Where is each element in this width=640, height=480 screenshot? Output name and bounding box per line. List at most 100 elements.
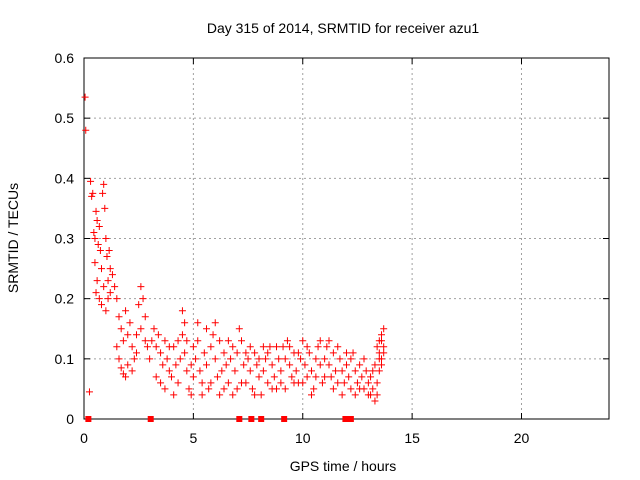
srmtid-data-point [91,259,99,267]
srmtid-data-point [369,385,377,393]
srmtid-data-point [334,343,342,351]
srmtid-data-point [292,367,300,375]
srmtid-data-point [122,373,130,381]
srmtid-data-point [279,343,287,351]
srmtid-data-point [124,331,132,339]
srmtid-data-point [286,361,294,369]
srmtid-data-point [141,313,149,321]
srmtid-data-point [198,391,206,399]
srmtid-data-point [380,349,388,357]
srmtid-data-point [364,379,372,387]
srmtid-data-point [308,391,315,399]
data-points [81,93,388,422]
srmtid-data-point [303,343,311,351]
srmtid-data-point [325,361,333,369]
srmtid-data-point [308,367,315,375]
srmtid-data-point [194,319,202,327]
srmtid-data-point [128,367,136,375]
srmtid-data-point [222,361,230,369]
srmtid-data-point [218,367,226,375]
srmtid-data-point [268,361,276,369]
srmtid-data-point [106,289,114,297]
srmtid-data-point [130,355,138,363]
srmtid-data-point [312,355,320,363]
srmtid-data-point [213,373,221,381]
srmtid-data-point [325,337,333,345]
srmtid-data-point [378,361,385,369]
srmtid-data-point [316,361,324,369]
srmtid-data-point [94,241,102,249]
srmtid-data-point [99,189,107,197]
srmtid-data-point [104,295,112,303]
srmtid-data-point [227,355,235,363]
y-tick-label: 0 [66,411,74,427]
srmtid-data-point [353,379,361,387]
srmtid-data-point [196,367,204,375]
srmtid-data-point [275,355,283,363]
srmtid-data-point [299,337,307,345]
srmtid-data-point [183,367,191,375]
srmtid-data-point [233,349,241,357]
x-tick-label: 0 [80,430,88,446]
srmtid-data-point [122,307,130,315]
zero-marker-point [258,416,265,422]
srmtid-data-point [329,385,337,393]
srmtid-data-point [211,319,219,327]
srmtid-data-point [211,355,219,363]
srmtid-data-point [375,355,383,363]
srmtid-data-point [100,180,108,188]
srmtid-data-point [137,283,145,291]
srmtid-data-point [259,367,267,375]
srmtid-data-point [192,355,200,363]
srmtid-data-point [141,337,149,345]
srmtid-data-point [100,283,108,291]
srmtid-data-point [178,331,186,339]
srmtid-data-point [334,379,342,387]
srmtid-data-point [203,361,210,369]
srmtid-data-point [93,216,101,224]
srmtid-data-point [314,343,322,351]
srmtid-data-point [148,337,156,345]
srmtid-data-point [321,373,329,381]
srmtid-data-point [137,325,145,333]
srmtid-data-point [152,343,160,351]
srmtid-data-point [82,126,90,134]
srmtid-data-point [380,343,388,351]
srmtid-data-point [310,385,318,393]
srmtid-data-point [336,355,344,363]
srmtid-data-point [90,228,98,236]
srmtid-data-point [87,177,95,185]
srmtid-data-point [220,385,228,393]
srmtid-data-point [146,355,154,363]
srmtid-data-point [185,385,193,393]
srmtid-data-point [340,379,348,387]
srmtid-data-point [113,343,121,351]
srmtid-data-point [281,355,289,363]
srmtid-data-point [255,373,263,381]
srmtid-data-point [375,367,383,375]
srmtid-data-point [246,367,254,375]
srmtid-data-point [290,379,298,387]
srmtid-data-point [187,391,195,399]
srmtid-data-point [115,355,123,363]
srmtid-data-point [95,222,103,230]
srmtid-data-point [255,355,263,363]
srmtid-data-point [187,361,195,369]
srmtid-data-point [216,391,224,399]
srmtid-data-point [81,93,89,101]
srmtid-data-point [347,385,355,393]
srmtid-data-point [88,192,96,200]
srmtid-data-point [165,367,173,375]
srmtid-data-point [351,391,359,399]
srmtid-data-point [332,367,340,375]
srmtid-data-point [347,355,355,363]
srmtid-data-point [367,391,375,399]
srmtid-data-point [327,373,335,381]
srmtid-data-point [321,355,329,363]
zero-marker-point [281,416,288,422]
srmtid-data-point [323,343,331,351]
srmtid-data-point [198,379,206,387]
srmtid-data-point [288,373,296,381]
srmtid-data-point [281,385,289,393]
y-tick-label: 0.4 [55,170,75,186]
